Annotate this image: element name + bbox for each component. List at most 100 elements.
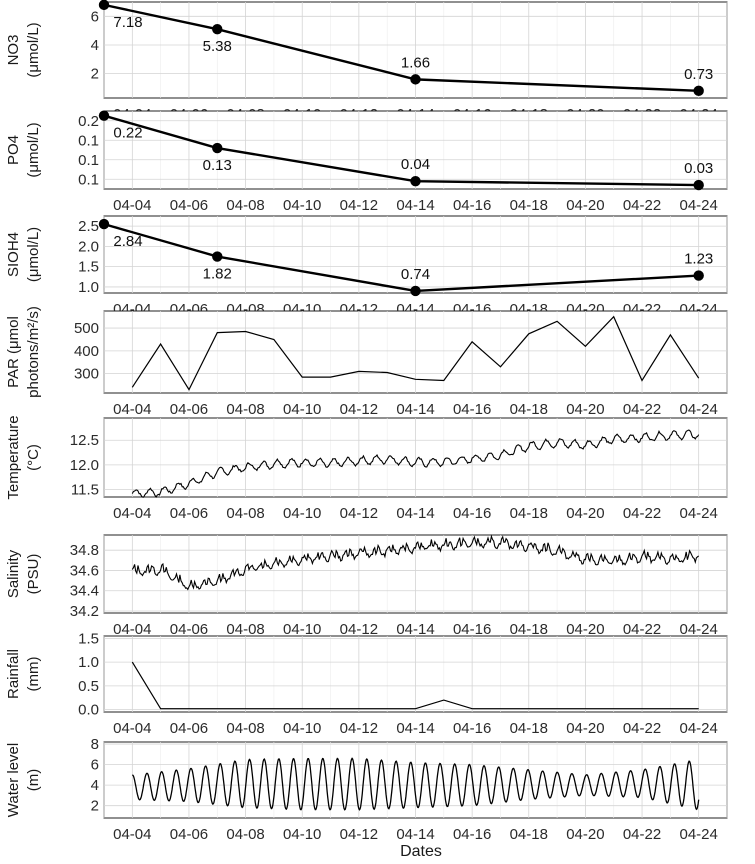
panel-stack: 246NO3(μmol/L)04-0404-0604-0804-1004-120…: [5, 0, 728, 843]
nitrate-data-label-1: 5.38: [203, 38, 232, 55]
temperature-x-tick-label-8: 04-20: [566, 505, 604, 522]
water-level-y-axis-title-line-1: (m): [25, 769, 42, 792]
silicate-y-tick-label-3: 2.5: [78, 218, 99, 235]
water-level-x-tick-label-4: 04-12: [340, 826, 378, 843]
nitrate-data-label-0: 7.18: [113, 14, 142, 31]
rainfall-series: [131, 661, 699, 710]
silicate-data-label-0: 2.84: [113, 233, 142, 250]
nitrate-point-0: [98, 0, 110, 11]
phosphate-y-axis-title: PO4 (μmol/L): [5, 122, 42, 177]
phosphate-x-tick-label-2: 04-08: [226, 197, 264, 214]
temperature-x-tick-label-1: 04-06: [170, 505, 208, 522]
silicate-data-label-2: 0.74: [401, 266, 430, 283]
water-level-x-tick-label-6: 04-16: [453, 826, 491, 843]
salinity-x-tick-label-3: 04-10: [283, 621, 321, 638]
par-line: [131, 315, 700, 391]
silicate-point-3: [693, 270, 704, 281]
water-level-y-tick-label-1: 4: [91, 777, 99, 794]
water-level-x-tick-label-7: 04-18: [510, 826, 548, 843]
temperature-x-tick-label-2: 04-08: [226, 505, 264, 522]
temperature-gridlines: [103, 418, 728, 497]
par-x-tick-label-4: 04-12: [340, 401, 378, 418]
phosphate-x-tick-label-4: 04-12: [340, 197, 378, 214]
panel-rainfall: 0.0 0.5 1.0 1.5 Rainfall (mm) 04-04 04-06 04-08 0…: [5, 630, 728, 737]
salinity-x-tick-label-4: 04-12: [340, 621, 378, 638]
temperature-y-axis-title: Temperature (°C): [5, 415, 42, 499]
par-y-tick-label-0: 300: [74, 366, 99, 383]
rainfall-y-axis-title: Rainfall (mm): [5, 649, 42, 699]
phosphate-y-tick-label-0: 0.1: [78, 171, 99, 188]
phosphate-data-label-3: 0.03: [684, 160, 713, 177]
nitrate-gridlines: [103, 2, 728, 98]
silicate-data-label-3: 1.23: [684, 251, 713, 268]
salinity-x-tick-label-8: 04-20: [566, 621, 604, 638]
water-level-y-axis-title-line-0: Water level: [5, 743, 22, 817]
water-level-y-tick-label-2: 6: [91, 757, 99, 774]
water-level-y-tick-label-3: 8: [91, 736, 99, 753]
rainfall-y-tick-label-1: 0.5: [78, 678, 99, 695]
water-level-x-tick-label-10: 04-24: [679, 826, 717, 843]
phosphate-point-2: [410, 176, 421, 187]
phosphate-x-tick-label-10: 04-24: [679, 197, 717, 214]
temperature-x-tick-label-6: 04-16: [453, 505, 491, 522]
phosphate-point-3: [693, 179, 704, 191]
silicate-y-axis-title-line-1: (μmol/L): [25, 227, 42, 282]
salinity-y-tick-label-1: 34.4: [70, 583, 99, 600]
silicate-point-0: [98, 218, 110, 230]
par-y-axis-title-line-0: PAR (μmol: [5, 316, 22, 388]
temperature-x-tick-label-9: 04-22: [623, 505, 661, 522]
silicate-line: [103, 222, 699, 293]
rainfall-gridlines: [103, 636, 728, 712]
salinity-y-tick-label-0: 34.2: [70, 603, 99, 620]
par-y-axis-title-line-1: photons/m²/s): [25, 306, 42, 398]
silicate-point-2: [410, 285, 421, 297]
nitrate-line: [103, 3, 699, 93]
silicate-y-tick-label-0: 1.0: [78, 279, 99, 296]
rainfall-x-tick-label-8: 04-20: [566, 720, 604, 737]
par-x-tick-label-2: 04-08: [226, 401, 264, 418]
silicate-data-label-1: 1.82: [203, 266, 232, 283]
phosphate-x-tick-label-7: 04-18: [510, 197, 548, 214]
phosphate-series: 0.22 0.13 0.04 0.03: [98, 110, 713, 191]
rainfall-x-tick-label-9: 04-22: [623, 720, 661, 737]
par-x-tick-label-0: 04-04: [113, 401, 151, 418]
rainfall-x-tick-label-7: 04-18: [510, 720, 548, 737]
x-axis-title: Dates: [400, 843, 442, 860]
phosphate-data-label-1: 0.13: [203, 157, 232, 174]
salinity-x-tick-label-2: 04-08: [226, 621, 264, 638]
par-y-tick-label-1: 400: [74, 343, 99, 360]
phosphate-x-tick-label-0: 04-04: [113, 197, 151, 214]
water-level-x-tick-label-5: 04-14: [396, 826, 434, 843]
salinity-x-tick-label-10: 04-24: [679, 621, 717, 638]
nitrate-point-1: [212, 24, 223, 35]
par-series: [131, 315, 700, 391]
nitrate-data-label-3: 0.73: [684, 66, 713, 83]
salinity-y-tick-label-3: 34.8: [70, 542, 99, 559]
phosphate-x-tick-label-9: 04-22: [623, 197, 661, 214]
phosphate-line: [103, 114, 699, 187]
salinity-line: [131, 534, 700, 591]
water-level-y-axis-title: Water level (m): [5, 743, 42, 817]
water-level-x-tick-label-0: 04-04: [113, 826, 151, 843]
salinity-y-axis-title: Salinity (PSU): [5, 549, 42, 598]
phosphate-y-axis-title-line-0: PO4: [5, 135, 22, 165]
temperature-y-axis-title-line-1: (°C): [25, 444, 42, 471]
phosphate-data-label-0: 0.22: [113, 125, 142, 142]
rainfall-line: [131, 661, 699, 710]
salinity-x-tick-label-9: 04-22: [623, 621, 661, 638]
par-gridlines: [103, 311, 728, 393]
phosphate-x-tick-label-6: 04-16: [453, 197, 491, 214]
rainfall-x-tick-label-3: 04-10: [283, 720, 321, 737]
nitrate-y-tick-label-2: 6: [91, 8, 99, 25]
temperature-y-tick-label-1: 12.0: [70, 457, 99, 474]
temperature-y-tick-label-0: 11.5: [71, 482, 99, 499]
phosphate-y-tick-label-1: 0.1: [78, 152, 99, 169]
par-x-tick-label-8: 04-20: [566, 401, 604, 418]
phosphate-y-tick-label-2: 0.1: [78, 132, 99, 149]
rainfall-y-tick-label-2: 1.0: [78, 654, 99, 671]
nitrate-data-label-2: 1.66: [401, 54, 430, 71]
salinity-x-tick-label-7: 04-18: [510, 621, 548, 638]
rainfall-y-tick-label-3: 1.5: [78, 630, 99, 647]
silicate-y-tick-label-2: 2.0: [78, 238, 99, 255]
